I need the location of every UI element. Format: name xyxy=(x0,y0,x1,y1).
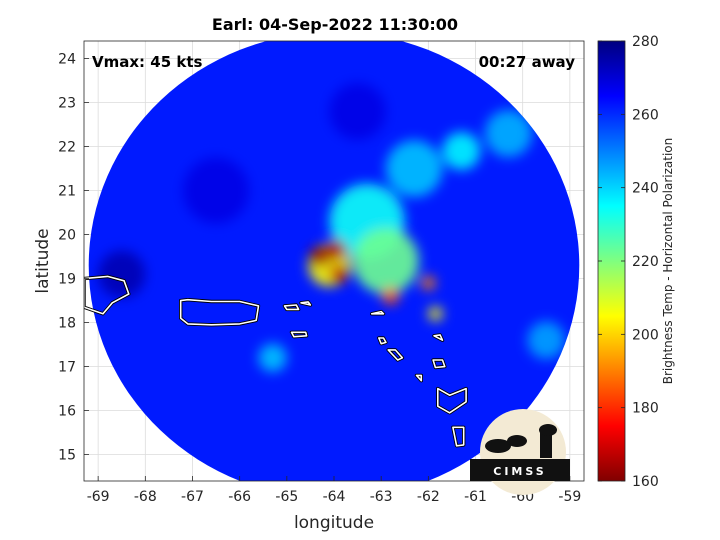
y-tick-label: 21 xyxy=(58,184,76,200)
brightness-feature xyxy=(385,140,443,197)
x-tick-label: -66 xyxy=(228,489,251,505)
y-tick-label: 23 xyxy=(58,96,76,112)
y-tick-label: 20 xyxy=(58,228,76,244)
coastline xyxy=(283,304,300,311)
brightness-feature xyxy=(527,321,566,360)
colorbar-ticks: 160 180 200 220 240 260 280 xyxy=(598,34,659,490)
y-tick-label: 18 xyxy=(58,316,76,332)
chart-title: Earl: 04-Sep-2022 11:30:00 xyxy=(212,15,458,34)
y-tick-label: 22 xyxy=(58,140,76,156)
brightness-feature xyxy=(309,246,331,267)
x-tick-label: -67 xyxy=(181,489,204,505)
brightness-feature xyxy=(98,250,146,298)
vmax-label: Vmax: 45 kts xyxy=(92,53,202,71)
x-tick-label: -68 xyxy=(134,489,157,505)
time-offset-label: 00:27 away xyxy=(479,53,576,71)
x-tick-label: -59 xyxy=(558,489,581,505)
x-tick-label: -62 xyxy=(417,489,440,505)
x-tick-label: -61 xyxy=(464,489,487,505)
axis-ticks: -69 -68 -67 -66 -65 -64 -63 -62 -61 -60 -591516171… xyxy=(58,52,581,505)
x-tick-label: -64 xyxy=(323,489,346,505)
y-axis-label: latitude xyxy=(33,228,53,293)
brightness-feature xyxy=(329,264,349,284)
y-tick-label: 16 xyxy=(58,404,76,420)
brightness-feature xyxy=(428,306,443,321)
coastline xyxy=(433,334,444,342)
brightness-feature xyxy=(352,227,419,295)
y-tick-label: 17 xyxy=(58,360,76,376)
colorbar-tick-label: 280 xyxy=(632,34,659,50)
cimss-logo: CIMSS xyxy=(470,409,570,495)
brightness-feature xyxy=(325,239,347,261)
x-tick-label: -65 xyxy=(275,489,298,505)
colorbar-tick-label: 160 xyxy=(632,474,659,490)
brightness-feature xyxy=(421,275,436,291)
y-tick-label: 15 xyxy=(58,448,76,464)
y-tick-label: 19 xyxy=(58,272,76,288)
coastline xyxy=(415,374,423,382)
brightness-feature xyxy=(329,83,386,140)
brightness-feature xyxy=(183,157,250,224)
coastline xyxy=(84,275,130,315)
brightness-feature xyxy=(484,109,533,157)
coastline xyxy=(370,310,385,315)
colorbar-tick-label: 240 xyxy=(632,181,659,197)
coastline xyxy=(432,359,446,369)
x-axis-label: longitude xyxy=(294,513,374,533)
y-tick-label: 24 xyxy=(58,52,76,68)
coastline xyxy=(452,426,465,447)
coastline xyxy=(377,337,387,345)
x-tick-label: -63 xyxy=(370,489,393,505)
brightness-feature xyxy=(258,343,287,372)
colorbar-tick-label: 260 xyxy=(632,107,659,123)
coastline xyxy=(300,301,312,306)
colorbar xyxy=(597,40,626,482)
brightness-feature xyxy=(382,287,400,305)
coastline xyxy=(290,331,308,338)
brightness-feature xyxy=(442,132,481,170)
coastline xyxy=(387,349,404,361)
coastlines xyxy=(84,274,468,448)
x-tick-label: -69 xyxy=(87,489,110,505)
colorbar-tick-label: 180 xyxy=(632,401,659,417)
coastline xyxy=(179,298,260,326)
swath-image xyxy=(88,41,580,481)
colorbar-tick-label: 200 xyxy=(632,327,659,343)
colorbar-tick-label: 220 xyxy=(632,254,659,270)
logo-text: CIMSS xyxy=(493,465,546,478)
colorbar-label: Brightness Temp - Horizontal Polarizatio… xyxy=(661,138,675,385)
coastline xyxy=(436,387,467,414)
